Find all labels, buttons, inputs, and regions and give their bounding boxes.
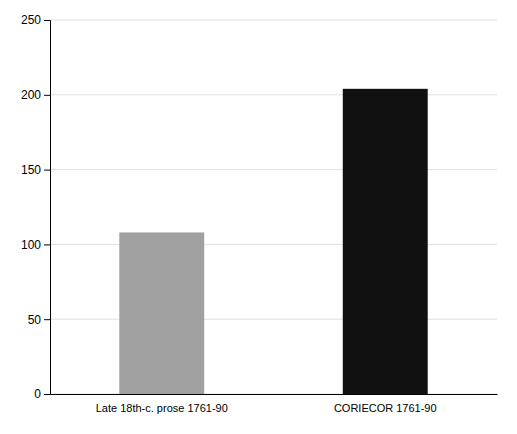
x-tick-label: Late 18th-c. prose 1761-90 [96, 402, 228, 414]
y-tick-mark [44, 394, 50, 395]
y-tick-mark [44, 20, 50, 21]
y-tick-label: 250 [21, 13, 41, 27]
y-tick-label: 100 [21, 238, 41, 252]
y-tick-mark [44, 244, 50, 245]
grid-line [50, 244, 497, 245]
grid-line [50, 20, 497, 21]
chart: 0 50 100 150 200 250 Late 18th-c. prose 1761-9… [0, 0, 517, 434]
grid-line [50, 319, 497, 320]
y-tick: 0 [34, 387, 50, 401]
x-axis-line [51, 394, 498, 395]
x-tick-label: CORIECOR 1761-90 [334, 402, 437, 414]
y-tick-label: 0 [34, 387, 41, 401]
plot: 0 50 100 150 200 250 Late 18th-c. prose 1761-9… [21, 13, 498, 413]
y-tick: 250 [21, 13, 50, 27]
y-axis: 0 50 100 150 200 250 [21, 13, 51, 401]
grid-line [50, 394, 497, 395]
bars [119, 89, 427, 394]
y-tick: 200 [21, 88, 50, 102]
y-tick-label: 200 [21, 88, 41, 102]
y-tick-mark [44, 319, 50, 320]
y-tick: 100 [21, 238, 50, 252]
y-tick-mark [44, 170, 50, 171]
grid-line [50, 94, 497, 95]
y-tick: 150 [21, 163, 50, 177]
y-tick-label: 50 [28, 313, 42, 327]
x-tick: CORIECOR 1761-90 [334, 402, 437, 414]
y-axis-line [44, 21, 51, 395]
bar [119, 232, 204, 394]
x-tick: Late 18th-c. prose 1761-90 [96, 402, 228, 414]
y-tick-mark [44, 95, 50, 96]
y-tick-label: 150 [21, 163, 41, 177]
grid [50, 20, 497, 394]
x-axis: Late 18th-c. prose 1761-90 CORIECOR 1761-… [51, 395, 498, 414]
bar [343, 89, 428, 394]
y-tick: 50 [28, 313, 50, 327]
grid-line [50, 169, 497, 170]
